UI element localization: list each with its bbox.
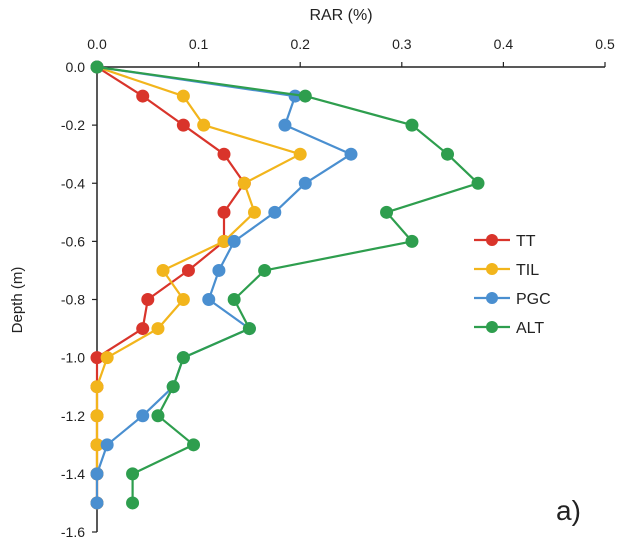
x-axis-ticks: 0.0 0.1 0.2 0.3 0.4 0.5: [87, 36, 615, 67]
data-point-pgc: [344, 147, 358, 161]
data-point-alt: [227, 293, 241, 306]
legend-label-til: TIL: [516, 262, 539, 279]
series-line-tt: [95, 66, 246, 503]
data-point-pgc: [288, 89, 302, 103]
series-alt: [90, 60, 485, 510]
data-point-tt: [136, 89, 150, 103]
data-point-pgc: [227, 234, 241, 248]
data-point-til: [217, 234, 231, 248]
data-point-alt: [405, 118, 419, 132]
data-point-til: [197, 118, 211, 132]
legend-marker-pgc: [486, 292, 498, 304]
y-axis-ticks: 0.0 -0.2 -0.4 -0.6 -0.8 -1.0 -1.2 -1.4 -1.6: [61, 59, 97, 540]
y-tick-label: -1.4: [61, 466, 85, 482]
data-point-til: [100, 351, 114, 365]
series-line-alt: [96, 65, 480, 503]
legend-label-alt: ALT: [516, 320, 544, 337]
legend-label-tt: TT: [516, 233, 536, 250]
data-point-tt: [181, 263, 195, 277]
data-point-til: [90, 409, 104, 423]
x-tick-label: 0.5: [595, 36, 615, 52]
x-axis-label: RAR (%): [309, 7, 372, 24]
data-point-til: [90, 380, 104, 394]
x-tick-label: 0.4: [494, 36, 514, 52]
x-tick-label: 0.3: [392, 36, 412, 52]
legend-marker-alt: [486, 321, 498, 333]
data-point-alt: [258, 263, 272, 277]
y-tick-label: -1.2: [61, 408, 85, 424]
y-tick-label: -0.4: [61, 175, 85, 191]
y-tick-label: 0.0: [66, 59, 86, 75]
data-point-alt: [441, 147, 455, 161]
series-layer: [90, 60, 485, 510]
x-tick-label: 0.1: [189, 36, 209, 52]
data-point-til: [90, 438, 104, 452]
data-point-pgc: [278, 118, 292, 132]
data-point-til: [156, 263, 170, 277]
data-point-pgc: [298, 176, 312, 190]
data-point-pgc: [202, 293, 216, 306]
y-axis-label: Depth (m): [9, 267, 26, 334]
panel-label: a): [556, 495, 581, 526]
data-point-alt: [166, 380, 180, 394]
data-point-alt: [187, 438, 201, 452]
data-point-alt: [126, 467, 140, 481]
data-point-tt: [141, 293, 155, 306]
data-point-til: [176, 89, 190, 103]
data-point-tt: [176, 118, 190, 132]
data-point-alt: [380, 205, 394, 219]
legend-marker-tt: [486, 234, 498, 246]
legend-marker-til: [486, 263, 498, 275]
data-point-alt: [90, 60, 104, 74]
data-point-pgc: [212, 263, 226, 277]
data-point-til: [293, 147, 307, 161]
y-tick-label: -1.0: [61, 350, 85, 366]
data-point-til: [247, 205, 261, 219]
data-point-til: [151, 322, 165, 336]
data-point-tt: [217, 205, 231, 219]
data-point-til: [176, 293, 190, 306]
data-point-tt: [90, 351, 104, 365]
data-point-alt: [176, 351, 190, 365]
y-tick-label: -0.6: [61, 233, 85, 249]
data-point-tt: [217, 147, 231, 161]
data-point-pgc: [268, 205, 282, 219]
y-tick-label: -0.8: [61, 292, 85, 308]
x-tick-label: 0.2: [290, 36, 310, 52]
series-line-pgc: [95, 65, 353, 503]
data-point-til: [237, 176, 251, 190]
data-point-pgc: [136, 409, 150, 423]
data-point-pgc: [100, 438, 114, 452]
series-tt: [90, 60, 251, 510]
data-point-pgc: [90, 496, 104, 510]
data-point-pgc: [90, 467, 104, 481]
data-point-alt: [242, 322, 256, 336]
y-tick-label: -1.6: [61, 524, 85, 540]
data-point-alt: [126, 496, 140, 510]
x-tick-label: 0.0: [87, 36, 107, 52]
data-point-alt: [471, 176, 485, 190]
data-point-tt: [136, 322, 150, 336]
series-pgc: [90, 60, 358, 510]
legend-label-pgc: PGC: [516, 291, 551, 308]
y-tick-label: -0.2: [61, 117, 85, 133]
series-line-til: [95, 65, 302, 503]
data-point-alt: [151, 409, 165, 423]
legend: TT TIL PGC ALT: [474, 233, 551, 337]
series-til: [90, 60, 307, 510]
data-point-alt: [298, 89, 312, 103]
data-point-alt: [405, 234, 419, 248]
